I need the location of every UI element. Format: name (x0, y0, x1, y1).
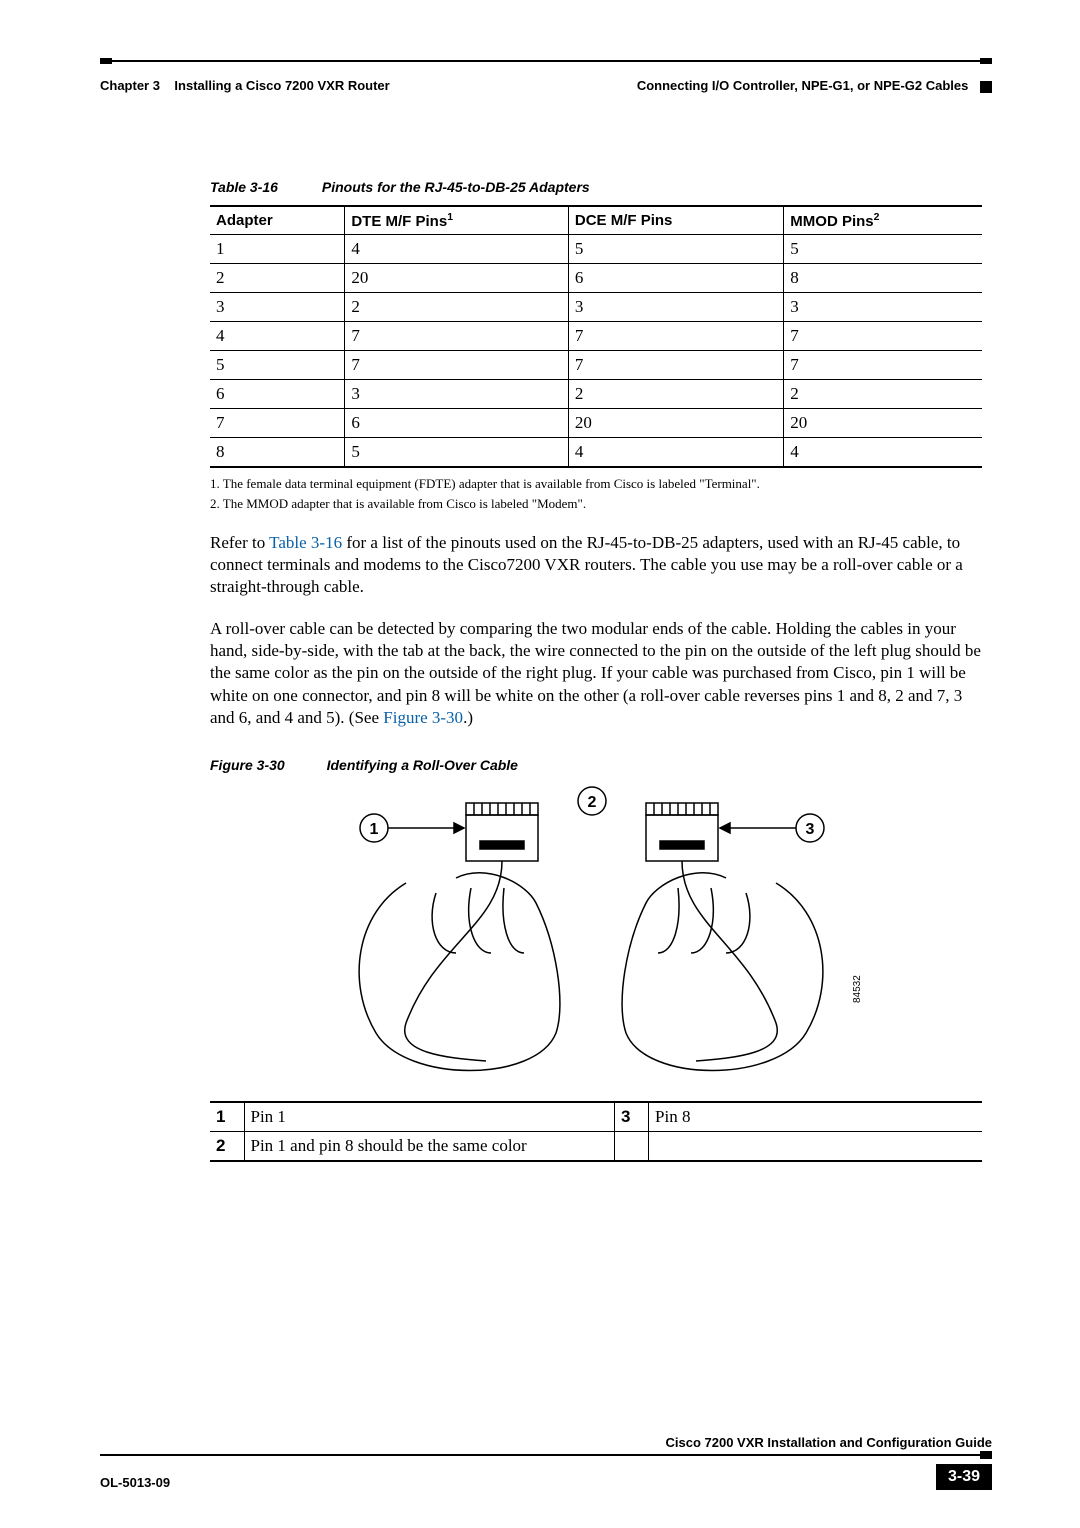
table-row: 6322 (210, 380, 982, 409)
header-right: Connecting I/O Controller, NPE-G1, or NP… (637, 78, 992, 93)
table-caption: Table 3-16 Pinouts for the RJ-45-to-DB-2… (210, 179, 982, 195)
footer-book-title: Cisco 7200 VXR Installation and Configur… (666, 1435, 993, 1450)
top-rule (100, 60, 992, 62)
page: Chapter 3 Installing a Cisco 7200 VXR Ro… (0, 0, 1080, 1528)
content-area: Table 3-16 Pinouts for the RJ-45-to-DB-2… (210, 179, 982, 1162)
table-row: 762020 (210, 409, 982, 438)
running-header: Chapter 3 Installing a Cisco 7200 VXR Ro… (100, 78, 992, 93)
table-row: 22068 (210, 264, 982, 293)
link-table316[interactable]: Table 3-16 (269, 533, 342, 552)
figure-id: 84532 (852, 975, 863, 1003)
table-row: 4777 (210, 322, 982, 351)
figure-caption-title: Identifying a Roll-Over Cable (327, 757, 518, 773)
paragraph-1: Refer to Table 3-16 for a list of the pi… (210, 532, 982, 598)
section-title: Connecting I/O Controller, NPE-G1, or NP… (637, 78, 969, 93)
rollover-cable-diagram: 1 3 2 84532 (286, 783, 906, 1083)
table-row: 8544 (210, 438, 982, 468)
chapter-number: Chapter 3 (100, 78, 160, 93)
table-caption-number: Table 3-16 (210, 179, 278, 195)
page-number-badge: 3-39 (936, 1464, 992, 1490)
legend-row: 2 Pin 1 and pin 8 should be the same col… (210, 1131, 982, 1161)
col-dte: DTE M/F Pins1 (345, 206, 569, 235)
table-row: 1455 (210, 235, 982, 264)
header-left: Chapter 3 Installing a Cisco 7200 VXR Ro… (100, 78, 390, 93)
table-caption-title: Pinouts for the RJ-45-to-DB-25 Adapters (322, 179, 590, 195)
table-footnotes: 1. The female data terminal equipment (F… (210, 476, 982, 512)
link-figure330[interactable]: Figure 3-30 (383, 708, 463, 727)
chapter-title: Installing a Cisco 7200 VXR Router (174, 78, 389, 93)
figure-caption-number: Figure 3-30 (210, 757, 285, 773)
footnote-2: 2. The MMOD adapter that is available fr… (210, 496, 982, 512)
table-row: 5777 (210, 351, 982, 380)
figure-caption: Figure 3-30 Identifying a Roll-Over Cabl… (210, 757, 982, 773)
header-block-icon (980, 81, 992, 93)
footer: OL-5013-09 3-39 (100, 1464, 992, 1490)
bottom-rule (100, 1454, 992, 1456)
footnote-1: 1. The female data terminal equipment (F… (210, 476, 982, 492)
paragraph-2: A roll-over cable can be detected by com… (210, 618, 982, 728)
figure-legend-table: 1 Pin 1 3 Pin 8 2 Pin 1 and pin 8 should… (210, 1101, 982, 1162)
callout-3: 3 (806, 821, 815, 838)
col-adapter: Adapter (210, 206, 345, 235)
pinout-table: Adapter DTE M/F Pins1 DCE M/F Pins MMOD … (210, 205, 982, 468)
table-header-row: Adapter DTE M/F Pins1 DCE M/F Pins MMOD … (210, 206, 982, 235)
col-dce: DCE M/F Pins (568, 206, 783, 235)
footer-doc-id: OL-5013-09 (100, 1475, 170, 1490)
callout-1: 1 (370, 821, 379, 838)
col-mmod: MMOD Pins2 (784, 206, 982, 235)
callout-2: 2 (588, 794, 597, 811)
table-row: 3233 (210, 293, 982, 322)
legend-row: 1 Pin 1 3 Pin 8 (210, 1102, 982, 1132)
